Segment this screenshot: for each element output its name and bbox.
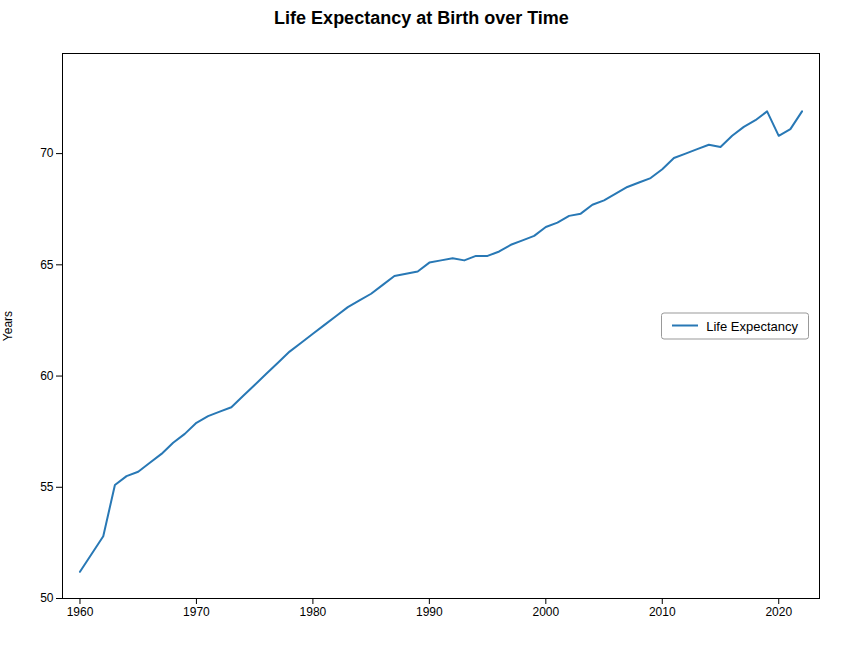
html-text:Life Expectancy: Life Expectancy [706,318,798,333]
svg-text:60: 60 [40,369,54,383]
svg-text:70: 70 [40,146,54,160]
svg-text:1970: 1970 [183,605,210,619]
svg-text:65: 65 [40,258,54,272]
svg-text:55: 55 [40,480,54,494]
svg-text:Years: Years [1,311,15,341]
svg-text:2010: 2010 [649,605,676,619]
html-text:Life Expectancy at Birth over: Life Expectancy at Birth over Time [274,8,569,28]
svg-text:2000: 2000 [532,605,559,619]
svg-text:1990: 1990 [416,605,443,619]
svg-text:1960: 1960 [67,605,94,619]
svg-text:1980: 1980 [300,605,327,619]
svg-text:2020: 2020 [765,605,792,619]
svg-text:50: 50 [40,591,54,605]
